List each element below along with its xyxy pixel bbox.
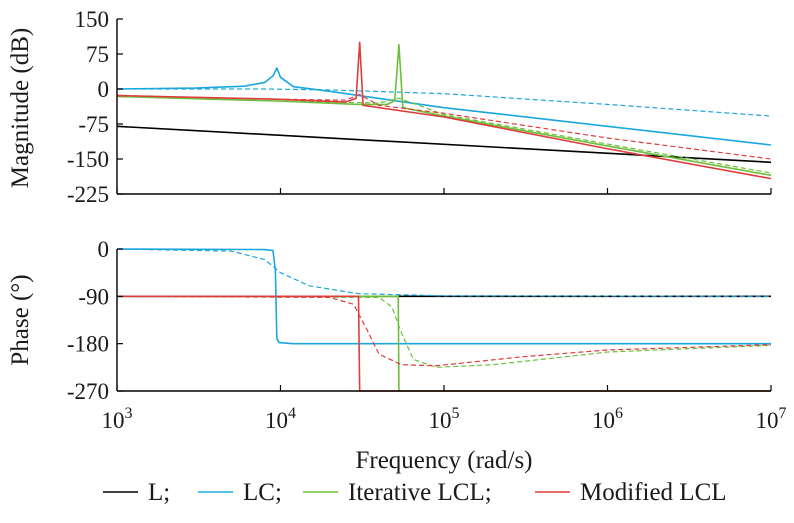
y-tick-label: 150 (75, 7, 110, 32)
series-line-lc-solid (116, 248, 771, 345)
y-tick-label: -150 (67, 147, 109, 172)
phase-series-group (116, 248, 772, 392)
x-tick-label: 105 (429, 405, 460, 433)
magnitude-panel: 150 75 0 -75 -150 -225 Magnitude (dB) (7, 7, 772, 207)
y-tick-label: -180 (67, 332, 109, 357)
x-tick-label: 107 (756, 405, 787, 433)
magnitude-axes: 150 75 0 -75 -150 -225 (67, 7, 772, 207)
phase-ylabel: Phase (°) (7, 274, 34, 365)
x-tick-label: 104 (265, 405, 296, 433)
magnitude-series-group (116, 41, 772, 180)
series-line-modified-lcl-dashed (116, 93, 772, 160)
y-tick-label: 0 (98, 237, 110, 262)
x-tick-label: 103 (102, 405, 133, 433)
legend-label: L; (148, 479, 170, 506)
series-line-lc-solid (116, 67, 772, 146)
series-line-lc-dashed (116, 248, 772, 297)
x-tick-label: 106 (592, 405, 623, 433)
frequency-xlabel: Frequency (rad/s) (355, 447, 532, 474)
y-tick-label: -90 (78, 284, 109, 309)
y-tick-label: 75 (86, 42, 109, 67)
legend: L; LC; Iterative LCL; Modified LCL (103, 479, 727, 506)
series-line-iterative-lcl-dashed (116, 95, 772, 174)
magnitude-ylabel: Magnitude (dB) (7, 28, 34, 188)
series-line-modified-lcl-solid (116, 41, 772, 180)
y-tick-label: -225 (67, 182, 109, 207)
series-line-modified-lcl-dashed (116, 295, 772, 367)
series-line-iterative-lcl-solid (116, 43, 772, 177)
series-line-lc-dashed (117, 88, 772, 117)
legend-label: LC; (243, 479, 282, 506)
y-tick-label: 0 (98, 77, 110, 102)
y-tick-label: -270 (67, 379, 109, 404)
series-line-iterative-lcl-dashed (116, 295, 772, 368)
y-tick-label: -75 (78, 112, 109, 137)
legend-label: Iterative LCL; (348, 479, 492, 506)
legend-label: Modified LCL (580, 479, 727, 506)
